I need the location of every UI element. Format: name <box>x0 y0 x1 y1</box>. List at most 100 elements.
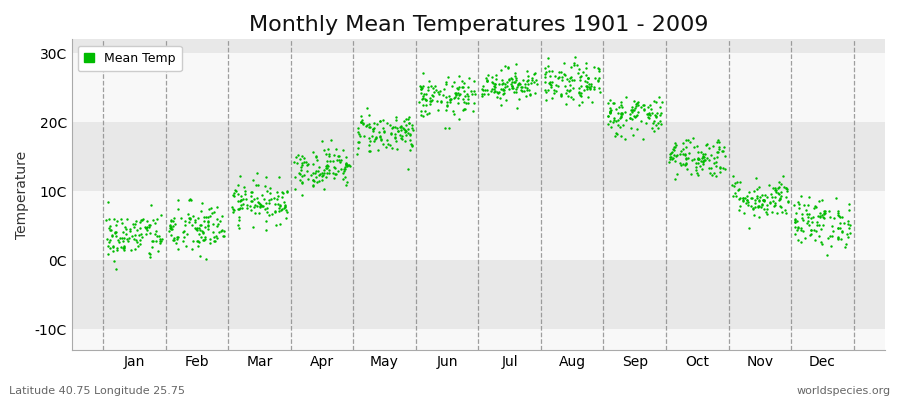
Point <box>524 80 538 86</box>
Point <box>319 163 333 169</box>
Point <box>484 74 499 80</box>
Point <box>183 215 197 221</box>
Point <box>259 227 274 233</box>
Point <box>768 186 782 193</box>
Point <box>116 229 130 235</box>
Point <box>461 83 475 90</box>
Point <box>262 197 276 204</box>
Point <box>780 198 795 205</box>
Point <box>397 126 411 133</box>
Point <box>188 217 202 223</box>
Point <box>821 235 835 242</box>
Point <box>543 78 557 85</box>
Point <box>400 166 415 172</box>
Point <box>376 124 391 131</box>
Point <box>191 238 205 244</box>
Point <box>692 163 706 169</box>
Point <box>120 216 134 222</box>
Point <box>339 161 354 167</box>
Point <box>614 114 628 120</box>
Point <box>135 234 149 240</box>
Point <box>607 100 621 106</box>
Point <box>268 209 283 215</box>
Point <box>497 90 511 96</box>
Point <box>130 239 144 246</box>
Point <box>326 170 340 176</box>
Point <box>570 62 584 68</box>
Point <box>663 151 678 157</box>
Point <box>399 138 413 144</box>
Point <box>367 125 382 132</box>
Point <box>231 190 246 197</box>
Point <box>190 238 204 244</box>
Point <box>805 219 819 226</box>
Point <box>572 74 587 80</box>
Point <box>364 138 378 144</box>
Point <box>382 142 397 148</box>
Point <box>519 87 534 93</box>
Point <box>192 225 206 232</box>
Point <box>814 197 829 203</box>
Point <box>806 227 821 234</box>
Point <box>105 248 120 254</box>
Point <box>675 145 689 152</box>
Point <box>192 238 206 245</box>
Point <box>582 85 597 91</box>
Point <box>194 228 209 234</box>
Point <box>696 155 710 161</box>
Point <box>448 91 463 97</box>
Point <box>388 124 402 130</box>
Point <box>637 106 652 112</box>
Point <box>259 218 274 225</box>
Point <box>293 171 308 178</box>
Point <box>697 157 711 164</box>
Point <box>317 170 331 176</box>
Point <box>258 205 273 212</box>
Point <box>416 113 430 119</box>
Point <box>392 131 407 138</box>
Point <box>319 165 333 171</box>
Point <box>613 124 627 130</box>
Point <box>802 194 816 200</box>
Point <box>262 212 276 218</box>
Point <box>99 217 113 223</box>
Point <box>102 238 116 245</box>
Point <box>619 94 634 100</box>
Point <box>839 241 853 248</box>
Point <box>384 125 399 132</box>
Point <box>508 75 523 82</box>
Point <box>217 233 231 239</box>
Point <box>363 135 377 141</box>
Point <box>538 71 553 78</box>
Point <box>640 111 654 117</box>
Point <box>359 122 374 128</box>
Point <box>742 224 756 231</box>
Point <box>331 156 346 163</box>
Point <box>270 192 284 199</box>
Point <box>182 219 196 225</box>
Point <box>648 112 662 118</box>
Point <box>762 199 777 206</box>
Point <box>752 203 767 209</box>
Point <box>236 196 250 202</box>
Point <box>446 79 461 86</box>
Point <box>398 129 412 136</box>
Point <box>461 92 475 99</box>
Point <box>788 209 803 216</box>
Point <box>338 166 352 172</box>
Point <box>246 224 260 230</box>
Point <box>670 171 684 177</box>
Point <box>652 93 667 100</box>
Point <box>244 193 258 199</box>
Point <box>789 226 804 233</box>
Point <box>402 120 417 126</box>
Point <box>164 232 178 238</box>
Point <box>554 76 569 83</box>
Point <box>528 70 543 76</box>
Point <box>457 106 472 112</box>
Point <box>413 108 428 114</box>
Point <box>142 222 157 228</box>
Point <box>576 69 590 75</box>
Point <box>768 194 782 200</box>
Point <box>145 244 159 250</box>
